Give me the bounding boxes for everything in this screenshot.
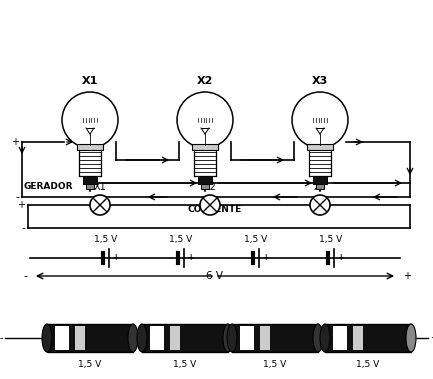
Text: -: - <box>0 333 3 343</box>
Circle shape <box>177 92 233 148</box>
Bar <box>170 326 180 350</box>
Bar <box>55 326 69 350</box>
Text: +: + <box>403 271 411 281</box>
Bar <box>150 326 164 350</box>
Text: CORRENTE: CORRENTE <box>188 205 242 214</box>
Ellipse shape <box>128 324 138 352</box>
Ellipse shape <box>313 324 323 352</box>
Ellipse shape <box>227 324 237 352</box>
Bar <box>353 326 363 350</box>
Ellipse shape <box>42 324 52 352</box>
Text: 6 V: 6 V <box>207 271 223 281</box>
Text: X2: X2 <box>197 76 213 86</box>
Ellipse shape <box>223 324 233 352</box>
Text: -: - <box>15 192 19 202</box>
Bar <box>316 184 324 189</box>
Text: X1: X1 <box>94 182 107 192</box>
Circle shape <box>90 195 110 215</box>
Text: +: + <box>17 200 25 210</box>
Bar <box>201 184 209 189</box>
Text: 1,5 V: 1,5 V <box>356 360 380 369</box>
Bar <box>260 326 270 350</box>
Ellipse shape <box>406 324 416 352</box>
Text: 1,5 V: 1,5 V <box>94 235 118 244</box>
Text: X2: X2 <box>204 182 216 192</box>
Text: +: + <box>11 137 19 147</box>
Text: 1,5 V: 1,5 V <box>169 235 193 244</box>
Bar <box>142 324 228 352</box>
Bar <box>192 144 218 150</box>
Bar <box>232 324 318 352</box>
Bar <box>333 326 347 350</box>
Text: X3: X3 <box>313 182 326 192</box>
Text: +: + <box>112 252 118 262</box>
Text: 1,5 V: 1,5 V <box>173 360 197 369</box>
Text: -: - <box>21 223 25 233</box>
Bar <box>313 176 327 184</box>
Text: +: + <box>430 333 433 343</box>
Text: 1,5 V: 1,5 V <box>78 360 102 369</box>
Bar <box>198 176 212 184</box>
Bar <box>86 184 94 189</box>
Bar <box>75 326 85 350</box>
Bar <box>77 144 103 150</box>
Ellipse shape <box>137 324 147 352</box>
Circle shape <box>292 92 348 148</box>
Text: 1,5 V: 1,5 V <box>244 235 268 244</box>
Ellipse shape <box>320 324 330 352</box>
Text: +: + <box>262 252 268 262</box>
Text: 1,5 V: 1,5 V <box>320 235 343 244</box>
Text: X3: X3 <box>312 76 328 86</box>
Bar <box>325 324 411 352</box>
Text: GERADOR: GERADOR <box>24 182 74 191</box>
Circle shape <box>62 92 118 148</box>
Bar <box>83 176 97 184</box>
Text: X1: X1 <box>82 76 98 86</box>
Bar <box>47 324 133 352</box>
Text: +: + <box>337 252 343 262</box>
Bar <box>307 144 333 150</box>
Circle shape <box>310 195 330 215</box>
Circle shape <box>200 195 220 215</box>
Bar <box>240 326 254 350</box>
Text: +: + <box>187 252 193 262</box>
Text: -: - <box>23 271 27 281</box>
Text: 1,5 V: 1,5 V <box>263 360 287 369</box>
